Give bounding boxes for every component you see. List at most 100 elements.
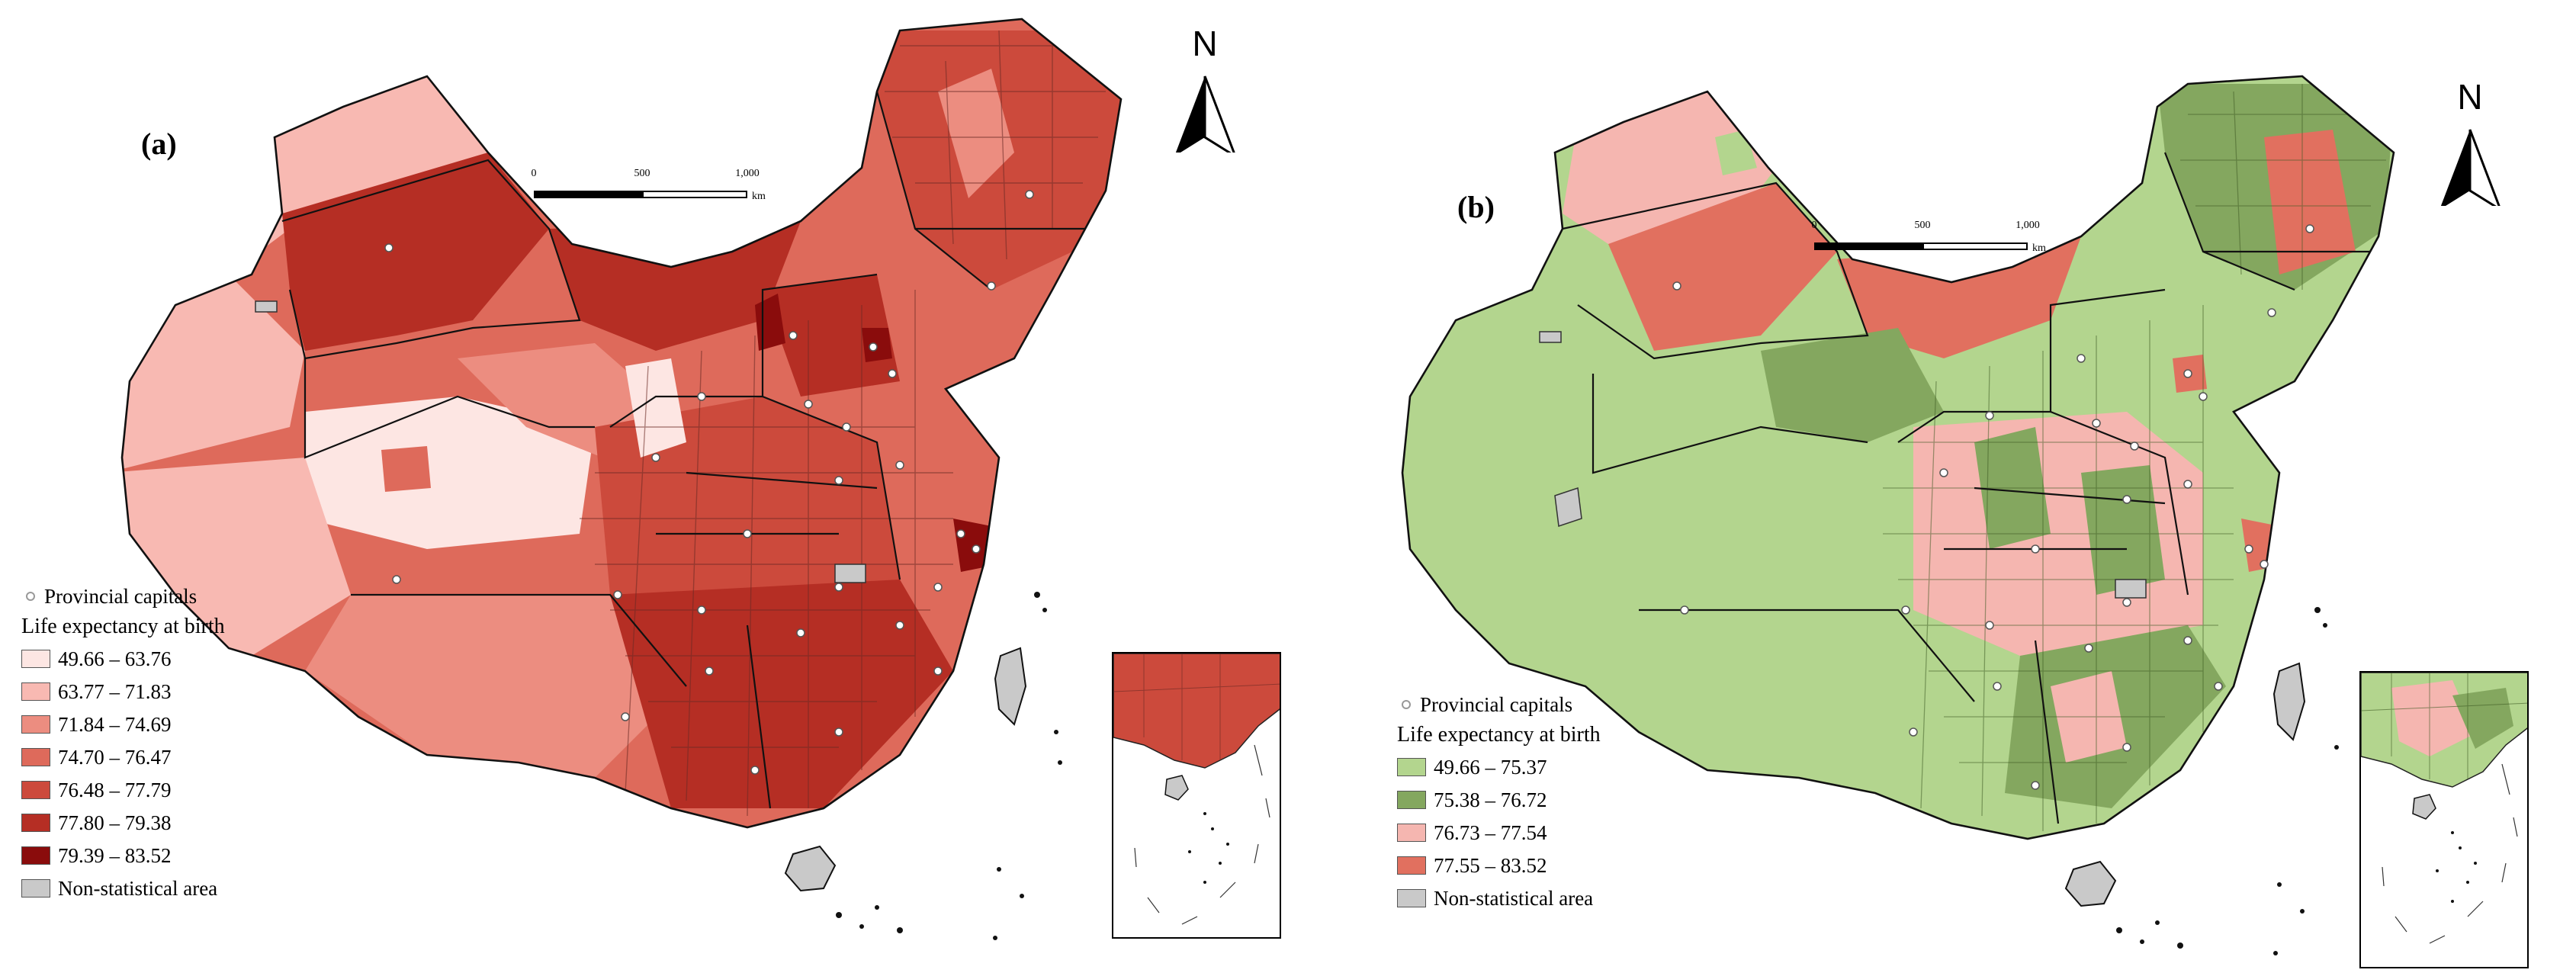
legend-b: Provincial capitals Life expectancy at b… <box>1397 689 1601 914</box>
legend-swatch <box>21 747 50 766</box>
scale-segment-black <box>534 191 642 198</box>
legend-non-statistical-label: Non-statistical area <box>1434 886 1594 910</box>
region-northeast-inner <box>938 69 1014 198</box>
island-dots-a <box>836 592 1062 940</box>
legend-class-row: 76.48 – 77.79 <box>21 773 225 806</box>
provincial-capital-markers-b <box>1672 224 2314 790</box>
legend-class-label: 49.66 – 75.37 <box>1434 755 1547 779</box>
north-arrow-b: N <box>2424 76 2516 206</box>
legend-class-label: 75.38 – 76.72 <box>1434 788 1547 811</box>
legend-class-row: 79.39 – 83.52 <box>21 839 225 872</box>
south-china-sea-inset-a <box>1112 652 1281 939</box>
region-north-plain <box>763 275 900 397</box>
scale-tick-500: 500 <box>634 168 650 179</box>
legend-a: Provincial capitals Life expectancy at b… <box>21 581 225 904</box>
north-arrow-a: N <box>1159 23 1251 153</box>
legend-class-label: 76.48 – 77.79 <box>58 778 172 801</box>
north-arrow-icon <box>2440 129 2501 206</box>
legend-capitals-label: Provincial capitals <box>44 585 198 608</box>
legend-class-row: 75.38 – 76.72 <box>1397 783 1601 816</box>
choropleth-map-a <box>120 18 1123 940</box>
north-label: N <box>1192 24 1218 63</box>
non-statistical-patches-a <box>255 300 866 583</box>
legend-swatch <box>21 813 50 832</box>
region-south <box>610 580 953 808</box>
north-arrow-icon <box>1175 75 1235 153</box>
north-label: N <box>2457 77 2483 117</box>
legend-non-statistical: Non-statistical area <box>1397 881 1601 914</box>
panel-label-a: (a) <box>141 127 177 161</box>
legend-swatch <box>1397 757 1426 776</box>
legend-non-statistical-label: Non-statistical area <box>58 876 218 900</box>
legend-swatch <box>21 649 50 668</box>
provincial-capital-markers-a <box>384 190 1034 775</box>
inset-map-b <box>2361 673 2527 944</box>
legend-class-label: 63.77 – 71.83 <box>58 679 172 703</box>
county-boundaries-b <box>1883 84 2386 831</box>
capital-marker-icon <box>1402 700 1411 709</box>
legend-swatch <box>21 846 50 865</box>
scale-bar-b: 0 500 1,000 km <box>1811 220 2058 258</box>
taiwan-island <box>2272 662 2306 741</box>
legend-class-row: 63.77 – 71.83 <box>21 675 225 708</box>
region-central-east <box>595 397 900 625</box>
legend-class-row: 77.80 – 79.38 <box>21 806 225 839</box>
region-plateau-core <box>305 397 595 549</box>
region-upper-basin-b <box>1761 328 1944 442</box>
legend-swatch <box>1397 823 1426 842</box>
legend-class-label: 49.66 – 63.76 <box>58 647 172 670</box>
legend-class-label: 77.80 – 79.38 <box>58 811 172 834</box>
scale-unit: km <box>2032 242 2046 254</box>
legend-class-row: 49.66 – 75.37 <box>1397 750 1601 783</box>
province-boundaries-b <box>1562 152 2386 824</box>
south-china-sea-inset-b <box>2359 671 2529 968</box>
legend-swatch <box>1397 790 1426 809</box>
scale-tick-0: 0 <box>1811 220 1817 231</box>
legend-swatch-non-statistical <box>1397 888 1426 907</box>
region-southwest <box>305 595 686 778</box>
legend-class-label: 74.70 – 76.47 <box>58 745 172 769</box>
region-loess-patch <box>625 358 686 458</box>
scale-tick-0: 0 <box>531 168 537 179</box>
scale-tick-1000: 1,000 <box>735 168 760 179</box>
scale-segment-black <box>1814 242 1922 250</box>
legend-swatch <box>21 714 50 734</box>
county-boundaries-a <box>580 30 1106 817</box>
legend-class-label: 71.84 – 74.69 <box>58 712 172 736</box>
taiwan-island <box>994 647 1027 726</box>
region-plateau-patch <box>381 446 431 492</box>
map-panel-a: (a) N 0 500 1,000 km Provincial capitals… <box>21 18 1281 940</box>
legend-capitals: Provincial capitals <box>21 581 225 612</box>
legend-swatch <box>21 780 50 799</box>
non-statistical-patches-b <box>1539 331 2147 599</box>
legend-class-row: 49.66 – 63.76 <box>21 642 225 675</box>
legend-swatch <box>21 682 50 701</box>
scale-segment-white <box>1922 242 2028 250</box>
capital-marker-icon <box>26 592 35 601</box>
scale-segment-white <box>642 191 747 198</box>
legend-class-label: 76.73 – 77.54 <box>1434 820 1547 844</box>
legend-capitals-label: Provincial capitals <box>1420 693 1573 716</box>
choropleth-map-b <box>1401 75 2395 955</box>
china-outline-a <box>120 18 1123 829</box>
legend-class-label: 79.39 – 83.52 <box>58 843 172 867</box>
legend-swatch <box>1397 856 1426 875</box>
legend-title: Life expectancy at birth <box>1397 723 1601 747</box>
scale-bar-a: 0 500 1,000 km <box>531 168 778 206</box>
legend-capitals: Provincial capitals <box>1397 689 1601 720</box>
region-northeast-south-b <box>2264 130 2356 275</box>
scale-tick-500: 500 <box>1914 220 1931 231</box>
legend-class-row: 77.55 – 83.52 <box>1397 849 1601 881</box>
legend-non-statistical: Non-statistical area <box>21 872 225 904</box>
legend-classes: 49.66 – 75.37 75.38 – 76.72 76.73 – 77.54 7… <box>1397 750 1601 881</box>
legend-classes: 49.66 – 63.76 63.77 – 71.83 71.84 – 74.69 7… <box>21 642 225 872</box>
legend-class-row: 74.70 – 76.47 <box>21 740 225 773</box>
legend-class-row: 76.73 – 77.54 <box>1397 816 1601 849</box>
map-panel-b: (b) N 0 500 1,000 km Provincial capitals… <box>1288 0 2576 973</box>
hainan-island <box>784 845 837 892</box>
legend-title: Life expectancy at birth <box>21 615 225 638</box>
island-dots-b <box>2116 607 2339 955</box>
legend-swatch-non-statistical <box>21 878 50 898</box>
scale-unit: km <box>752 191 766 202</box>
region-north-basin-b <box>1608 183 1837 351</box>
